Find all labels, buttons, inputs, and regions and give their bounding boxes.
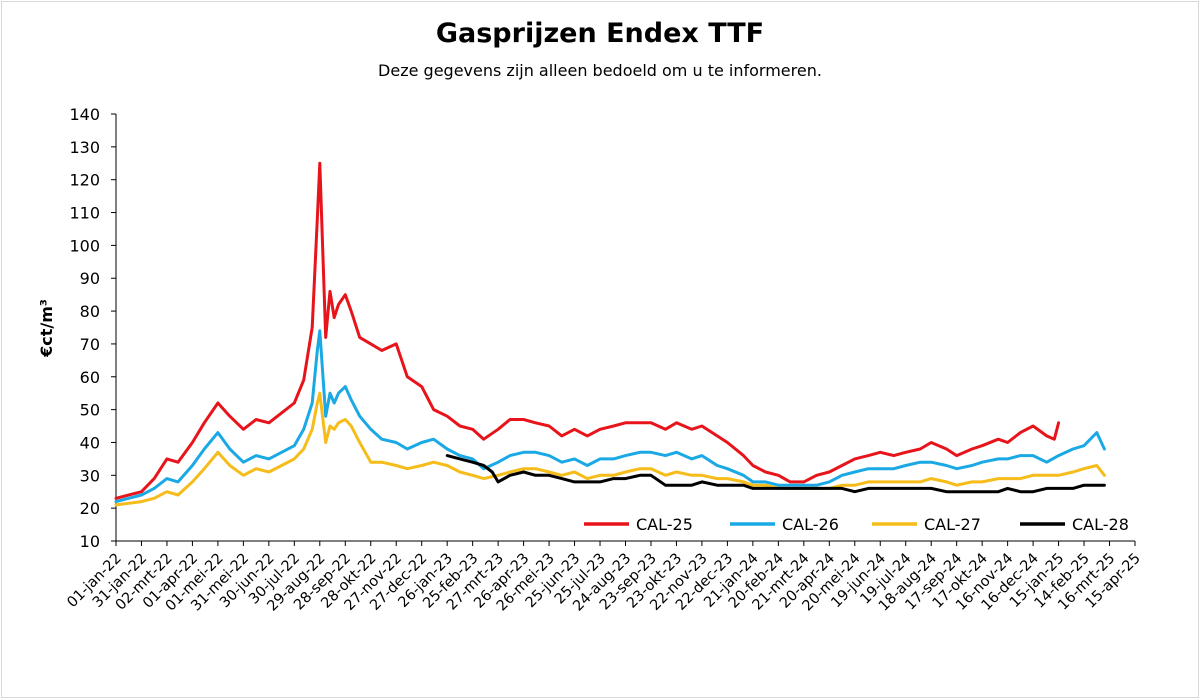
series-lines <box>114 161 1106 507</box>
series-line-cal-25 <box>114 161 1061 500</box>
series-line-cal-26 <box>114 329 1106 504</box>
y-tick-label: 20 <box>80 499 100 518</box>
series-line-cal-27 <box>114 391 1106 507</box>
y-tick-label: 30 <box>80 466 100 485</box>
y-tick-label: 140 <box>69 105 100 124</box>
y-axis-label: €ct/m³ <box>37 299 56 358</box>
legend-label-cal-26: CAL-26 <box>782 515 839 534</box>
y-tick-label: 70 <box>80 335 100 354</box>
y-tick-label: 120 <box>69 171 100 190</box>
y-tick-label: 110 <box>69 204 100 223</box>
y-tick-label: 90 <box>80 269 100 288</box>
y-tick-label: 10 <box>80 532 100 551</box>
y-tick-label: 130 <box>69 138 100 157</box>
axes: 10203040506070809010011012013014001-jan-… <box>64 105 1143 615</box>
y-tick-label: 50 <box>80 401 100 420</box>
legend-label-cal-27: CAL-27 <box>924 515 981 534</box>
y-tick-label: 100 <box>69 236 100 255</box>
legend-label-cal-28: CAL-28 <box>1072 515 1129 534</box>
y-tick-label: 40 <box>80 433 100 452</box>
legend-label-cal-25: CAL-25 <box>636 515 693 534</box>
chart-subtitle: Deze gegevens zijn alleen bedoeld om u t… <box>378 61 822 80</box>
y-tick-label: 80 <box>80 302 100 321</box>
chart-title: Gasprijzen Endex TTF <box>435 18 765 49</box>
y-tick-label: 60 <box>80 368 100 387</box>
legend: CAL-25 CAL-26 CAL-27 CAL-28 <box>584 515 1129 534</box>
series-line-cal-28 <box>445 454 1106 494</box>
